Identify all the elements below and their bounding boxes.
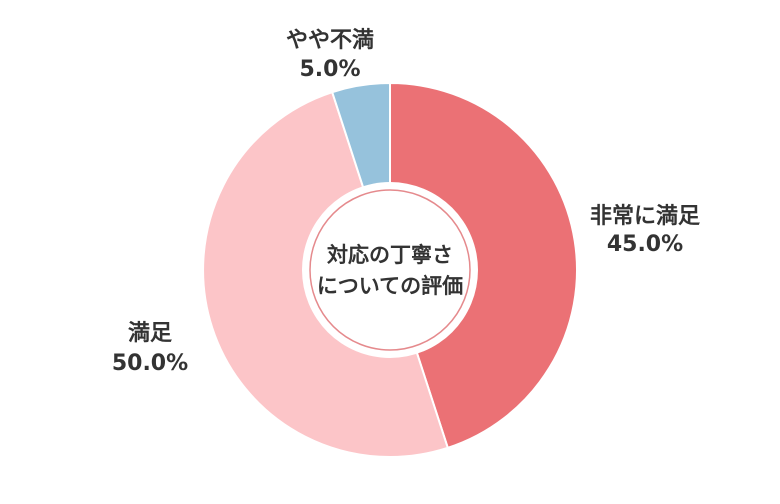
- slice-label-very-satisfied: 非常に満足: [590, 203, 700, 229]
- center-ring: [309, 189, 471, 351]
- center-hole: [302, 182, 478, 358]
- center-label-line-2: についての評価: [317, 274, 463, 298]
- slice-label-slightly-dissatisfied: やや不満: [286, 27, 374, 53]
- slice-value-slightly-dissatisfied: 5.0%: [299, 57, 360, 82]
- slice-very-satisfied: [389, 81, 578, 450]
- slice-group: [202, 81, 578, 458]
- slice-value-very-satisfied: 45.0%: [607, 232, 683, 257]
- slice-value-satisfied: 50.0%: [112, 351, 188, 376]
- slice-label-satisfied: 満足: [128, 320, 172, 346]
- center-label-line-1: 対応の丁寧さ: [327, 243, 453, 267]
